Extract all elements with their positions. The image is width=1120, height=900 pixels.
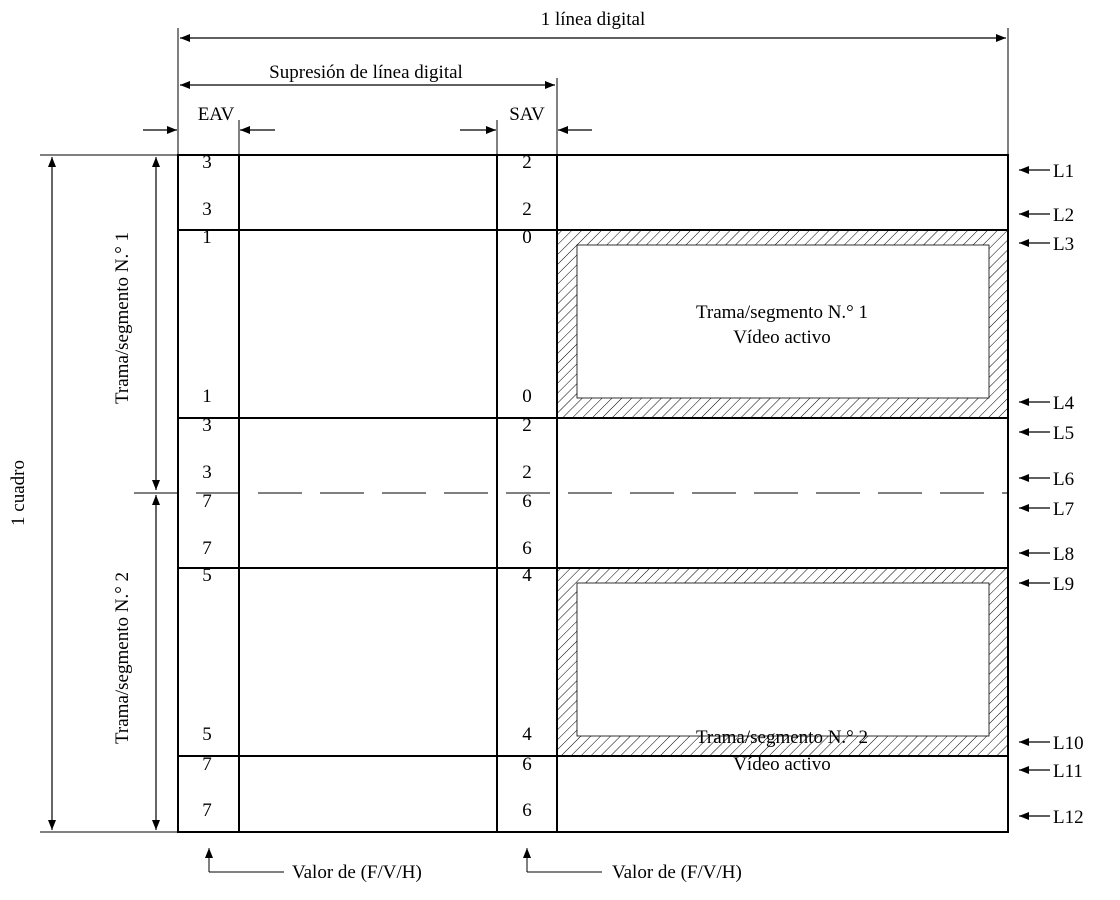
- fvh-eav-label: Valor de (F/V/H): [292, 862, 422, 883]
- eav-value-row-6: 3: [202, 462, 212, 483]
- active2-title: Trama/segmento N.° 2: [696, 727, 868, 748]
- sav-value-row-7: 6: [522, 491, 532, 512]
- digital-line-label: 1 línea digital: [541, 9, 645, 30]
- eav-value-row-12: 7: [202, 800, 212, 821]
- eav-value-row-5: 3: [202, 415, 212, 436]
- digital-line-dimension: 1 línea digital: [177, 9, 1009, 160]
- line-label-8: L8: [1053, 544, 1074, 565]
- eav-value-row-1: 3: [202, 152, 212, 173]
- eav-label: EAV: [198, 104, 235, 125]
- row-values: 3 2 L1 3 2 L2 1 0 L3 1 0 L4 3 2 L5 3 2 L6 7 6 L7 7 6 L8 5 4 L9 5 4 L1…: [202, 152, 1083, 828]
- field2-side-label: Trama/segmento N.° 2: [112, 572, 133, 744]
- field1-side-label: Trama/segmento N.° 1: [112, 232, 133, 404]
- line-label-10: L10: [1053, 733, 1084, 754]
- sav-value-row-3: 0: [522, 227, 532, 248]
- sav-value-row-8: 6: [522, 538, 532, 559]
- blanking-label: Supresión de línea digital: [269, 62, 463, 83]
- eav-value-row-11: 7: [202, 754, 212, 775]
- field2-dimension: Trama/segmento N.° 2: [112, 495, 160, 830]
- eav-value-row-7: 7: [202, 491, 212, 512]
- field1-dimension: Trama/segmento N.° 1: [112, 157, 160, 490]
- eav-value-row-4: 1: [202, 386, 212, 407]
- line-label-3: L3: [1053, 234, 1074, 255]
- sav-label: SAV: [509, 104, 545, 125]
- line-label-12: L12: [1053, 807, 1084, 828]
- sav-value-row-11: 6: [522, 754, 532, 775]
- line-label-7: L7: [1053, 499, 1074, 520]
- eav-value-row-10: 5: [202, 724, 212, 745]
- eav-value-row-2: 3: [202, 199, 212, 220]
- line-label-11: L11: [1053, 761, 1083, 782]
- line-label-4: L4: [1053, 393, 1075, 414]
- field1-active-area: [576, 244, 990, 399]
- line-label-1: L1: [1053, 161, 1074, 182]
- line-label-5: L5: [1053, 423, 1074, 444]
- frame-dimension: 1 cuadro: [8, 154, 178, 833]
- frame-label: 1 cuadro: [8, 460, 29, 526]
- fvh-sav-label: Valor de (F/V/H): [612, 862, 742, 883]
- eav-value-row-3: 1: [202, 227, 212, 248]
- eav-value-row-9: 5: [202, 565, 212, 586]
- active-video-field1: Trama/segmento N.° 1 Vídeo activo: [557, 230, 1007, 418]
- sav-value-row-6: 2: [522, 462, 532, 483]
- sav-value-row-1: 2: [522, 152, 532, 173]
- field2-active-area: [576, 582, 990, 737]
- active1-subtitle: Vídeo activo: [733, 327, 831, 348]
- fvh-callout-eav: Valor de (F/V/H): [205, 848, 422, 883]
- fvh-callout-sav: Valor de (F/V/H): [523, 848, 742, 883]
- sav-value-row-2: 2: [522, 199, 532, 220]
- line-label-9: L9: [1053, 574, 1074, 595]
- sav-marker: SAV: [460, 104, 592, 155]
- sav-value-row-12: 6: [522, 800, 532, 821]
- sav-value-row-5: 2: [522, 415, 532, 436]
- active1-title: Trama/segmento N.° 1: [696, 302, 868, 323]
- sav-value-row-9: 4: [522, 565, 532, 586]
- sav-value-row-4: 0: [522, 386, 532, 407]
- eav-marker: EAV: [143, 104, 275, 155]
- active-video-field2: Trama/segmento N.° 2 Vídeo activo: [557, 568, 1007, 775]
- line-grid: [134, 154, 1009, 833]
- sav-value-row-10: 4: [522, 724, 532, 745]
- active2-subtitle: Vídeo activo: [733, 754, 831, 775]
- eav-value-row-8: 7: [202, 538, 212, 559]
- line-label-6: L6: [1053, 469, 1074, 490]
- line-label-2: L2: [1053, 205, 1074, 226]
- blanking-dimension: Supresión de línea digital: [180, 62, 558, 155]
